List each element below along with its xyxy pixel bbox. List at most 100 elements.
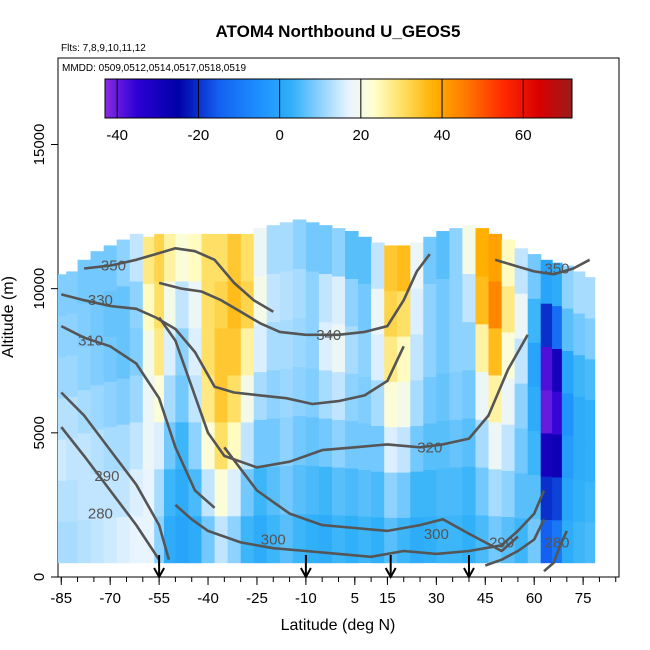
heatmap-cell bbox=[279, 271, 294, 321]
heatmap-cell bbox=[142, 469, 155, 517]
wind-heatmap bbox=[58, 219, 596, 564]
heatmap-cell bbox=[175, 280, 189, 329]
colorbar-tick-label: 40 bbox=[434, 127, 451, 144]
heatmap-cell bbox=[201, 374, 216, 423]
theta-contour-label: 310 bbox=[78, 333, 103, 350]
heatmap-cell bbox=[540, 259, 553, 304]
colorbar-tick-label: 20 bbox=[352, 127, 369, 144]
heatmap-cell bbox=[58, 397, 67, 440]
heatmap-cell bbox=[129, 327, 144, 376]
x-tick-label: -70 bbox=[99, 590, 121, 607]
heatmap-cell bbox=[573, 354, 586, 397]
heatmap-cell bbox=[201, 468, 216, 517]
heatmap-cell bbox=[488, 280, 503, 329]
heatmap-cell bbox=[90, 518, 105, 564]
heatmap-cell bbox=[540, 519, 553, 564]
heatmap-cell bbox=[214, 515, 229, 564]
heatmap-cell bbox=[436, 515, 450, 564]
heatmap-cell bbox=[436, 231, 450, 279]
colorbar-tick-label: -20 bbox=[188, 127, 210, 144]
heatmap-cell bbox=[436, 278, 450, 327]
heatmap-cell bbox=[475, 467, 490, 516]
heatmap-cell bbox=[66, 479, 79, 522]
heatmap-cell bbox=[318, 225, 333, 274]
y-tick-label: 10000 bbox=[31, 268, 48, 310]
heatmap-cell bbox=[266, 321, 281, 371]
heatmap-cell bbox=[552, 476, 563, 521]
heatmap-cell bbox=[332, 419, 346, 468]
heatmap-cell bbox=[552, 305, 563, 349]
heatmap-cell bbox=[397, 290, 411, 337]
heatmap-cell bbox=[164, 468, 176, 517]
heatmap-cell bbox=[488, 421, 503, 470]
heatmap-cell bbox=[501, 424, 516, 471]
x-tick-label: -10 bbox=[295, 590, 317, 607]
heatmap-cell bbox=[345, 420, 359, 469]
heatmap-cell bbox=[527, 254, 542, 299]
y-axis-label: Altitude (m) bbox=[0, 276, 17, 358]
heatmap-cell bbox=[332, 514, 346, 564]
heatmap-cell bbox=[103, 290, 118, 337]
heatmap-cell bbox=[540, 346, 553, 391]
heatmap-cell bbox=[253, 514, 268, 564]
heatmap-cell bbox=[423, 469, 437, 517]
heatmap-cell bbox=[318, 273, 333, 323]
heatmap-cell bbox=[164, 515, 176, 564]
y-tick-label: 0 bbox=[31, 573, 48, 581]
heatmap-cell bbox=[552, 434, 563, 478]
flights-subtitle: Flts: 7,8,9,10,11,12 bbox=[61, 43, 146, 54]
heatmap-cell bbox=[488, 468, 503, 517]
heatmap-cell bbox=[129, 515, 144, 564]
heatmap-cell bbox=[188, 280, 203, 329]
heatmap-cell bbox=[397, 245, 411, 292]
heatmap-cell bbox=[332, 275, 346, 325]
heatmap-cell bbox=[371, 471, 385, 518]
heatmap-cell bbox=[552, 391, 563, 435]
heatmap-cell bbox=[527, 298, 542, 343]
heatmap-cell bbox=[175, 233, 189, 282]
heatmap-cell bbox=[423, 283, 437, 331]
heatmap-cell bbox=[103, 381, 118, 428]
heatmap-cell bbox=[371, 379, 385, 426]
x-tick-label: 30 bbox=[428, 590, 445, 607]
heatmap-cell bbox=[103, 517, 118, 564]
heatmap-cell bbox=[175, 468, 189, 517]
y-tick-label: 15000 bbox=[31, 124, 48, 166]
heatmap-cell bbox=[501, 331, 516, 379]
heatmap-cell bbox=[527, 342, 542, 387]
heatmap-cell bbox=[90, 384, 105, 430]
heatmap-cell bbox=[253, 228, 268, 277]
theta-contour-label: 340 bbox=[316, 327, 341, 344]
heatmap-cell bbox=[584, 358, 596, 401]
x-tick-label: 15 bbox=[379, 590, 396, 607]
heatmap-cell bbox=[397, 426, 411, 473]
heatmap-cell bbox=[142, 422, 155, 470]
heatmap-cell bbox=[345, 278, 359, 327]
heatmap-cell bbox=[514, 517, 529, 564]
x-tick-label: -55 bbox=[148, 590, 170, 607]
heatmap-cell bbox=[66, 271, 79, 314]
heatmap-cell bbox=[540, 389, 553, 434]
heatmap-cell bbox=[384, 472, 398, 518]
heatmap-cell bbox=[77, 476, 92, 520]
heatmap-cell bbox=[129, 280, 144, 329]
x-axis: -85 -70 -55 -40 -25 -10 5 15 30 45 60 75 bbox=[50, 577, 617, 607]
heatmap-cell bbox=[305, 416, 320, 466]
x-tick-label: 60 bbox=[526, 590, 543, 607]
heatmap-cell bbox=[449, 275, 463, 325]
heatmap-cell bbox=[371, 242, 385, 289]
heatmap-cell bbox=[475, 371, 490, 420]
heatmap-cell bbox=[527, 430, 542, 476]
heatmap-cell bbox=[318, 369, 333, 419]
heatmap-cell bbox=[292, 366, 307, 417]
heatmap-cell bbox=[90, 429, 105, 475]
heatmap-cell bbox=[410, 425, 424, 472]
x-axis-label: Latitude (deg N) bbox=[281, 617, 396, 634]
heatmap-cell bbox=[214, 280, 229, 329]
theta-contour-line bbox=[60, 391, 171, 561]
heatmap-cell bbox=[240, 374, 255, 423]
heatmap-cell bbox=[358, 283, 372, 331]
heatmap-cell bbox=[58, 439, 67, 481]
heatmap-cell bbox=[561, 435, 574, 479]
heatmap-cell bbox=[240, 515, 255, 564]
